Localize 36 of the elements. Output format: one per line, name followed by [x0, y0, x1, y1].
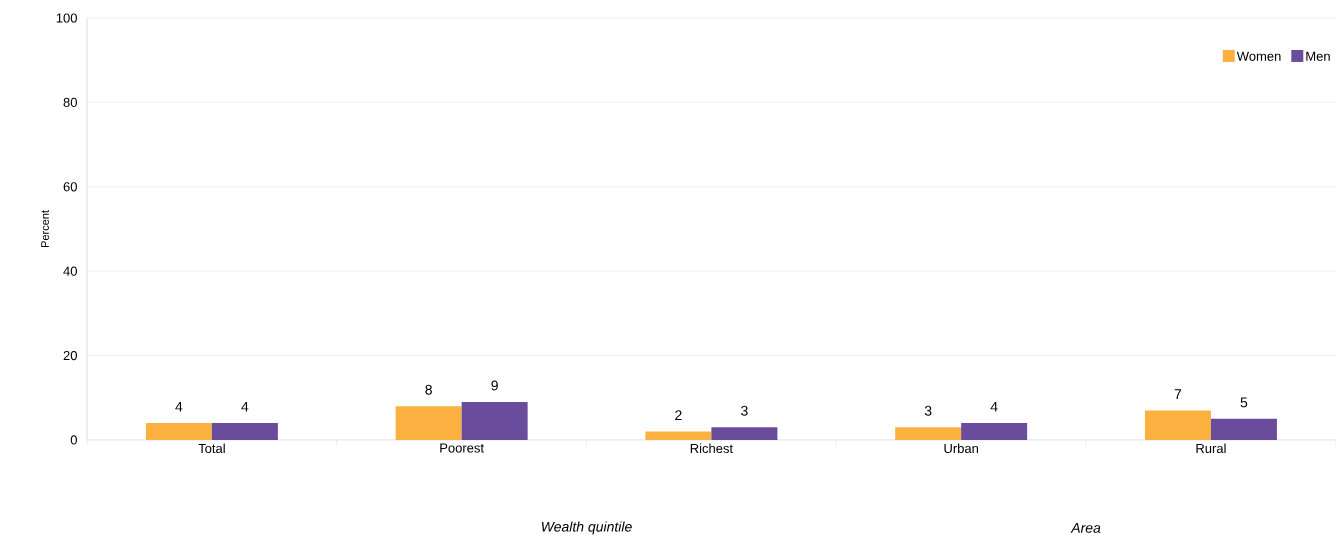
data-label: 4	[241, 401, 249, 412]
y-tick-label: 100	[56, 13, 77, 23]
bar	[145, 423, 212, 440]
x-tick-label: Urban	[944, 443, 979, 454]
legend-label: Men	[1306, 51, 1330, 61]
data-label: 4	[990, 401, 998, 412]
y-tick-label: 40	[63, 266, 77, 276]
data-label: 4	[175, 401, 183, 412]
bar	[961, 423, 1028, 440]
data-label: 9	[491, 380, 498, 391]
bar	[711, 427, 778, 440]
bar	[211, 423, 278, 440]
legend-label: Women	[1236, 51, 1281, 61]
x-tick-label: Richest	[690, 443, 733, 454]
text: Area	[1070, 523, 1101, 533]
x-tick-label: Poorest	[440, 443, 484, 453]
data-label: 3	[741, 405, 748, 416]
data-label: 5	[1240, 397, 1248, 408]
bar	[1144, 410, 1211, 440]
y-tick-label: 60	[63, 182, 77, 192]
x-tick-label: Total	[198, 443, 225, 454]
x-tick-label: Rural	[1196, 443, 1226, 454]
data-label: 8	[425, 384, 432, 395]
data-label: 2	[675, 410, 682, 421]
y-tick-label: 80	[63, 97, 77, 108]
bar	[461, 402, 528, 440]
text: Wealth quintile	[541, 521, 632, 535]
bar	[395, 406, 462, 440]
y-axis-title: Percent	[41, 210, 49, 248]
bar	[1210, 418, 1277, 440]
y-tick-label: 0	[70, 435, 77, 445]
bar	[895, 427, 962, 440]
bar	[645, 431, 712, 440]
data-label: 3	[924, 405, 932, 416]
y-tick-label: 20	[63, 350, 77, 361]
data-label: 7	[1174, 389, 1182, 399]
